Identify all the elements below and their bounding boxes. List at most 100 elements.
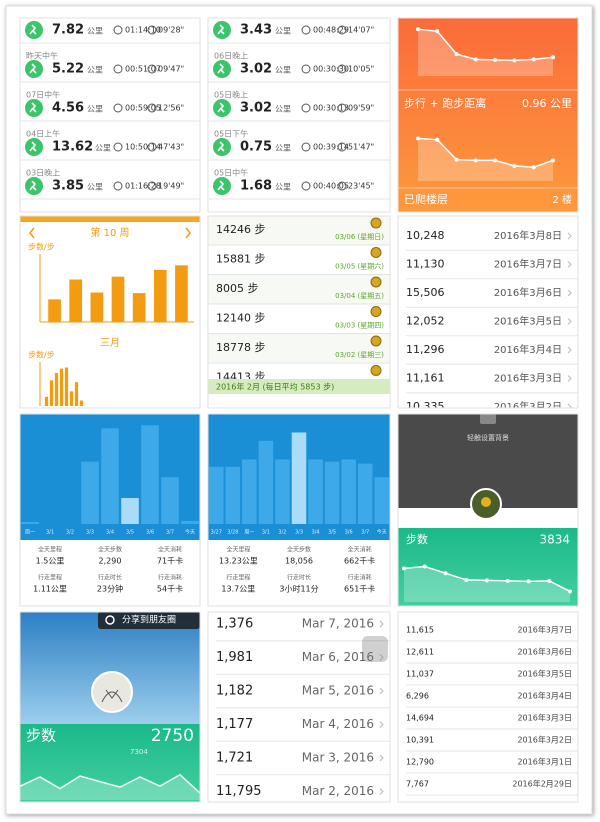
share-button: 分享到朋友圈 [122, 614, 176, 626]
row-time-label: 昨天中午 [26, 51, 58, 61]
date: 2016年3月7日 [517, 625, 572, 635]
steps: 1,721 [216, 751, 253, 766]
bar [141, 425, 159, 524]
row-time-label: 05日晚上 [214, 90, 248, 100]
card-title: 已爬楼层 [404, 192, 448, 206]
point [493, 57, 498, 62]
panel-border [207, 17, 391, 213]
step-label: 步数 [26, 727, 56, 745]
bar [90, 292, 104, 322]
stat-value: 54千卡 [157, 584, 183, 594]
steps: 10,248 [406, 229, 445, 242]
row-time-label: 03日晚上 [26, 168, 60, 178]
step-label: 步数 [406, 533, 428, 546]
date: 2016年3月8日 [494, 229, 562, 242]
hint: 轻触设置背景 [467, 433, 509, 442]
pace-icon [337, 142, 347, 152]
x-tick-label: 3/4 [312, 530, 320, 536]
steps: 11,161 [406, 372, 445, 385]
background [398, 216, 578, 408]
clock-icon [113, 142, 123, 152]
bar [121, 498, 139, 524]
date: 2016年3月2日 [517, 735, 572, 745]
card-value: 2 楼 [552, 193, 572, 206]
point [512, 58, 517, 63]
week-title: 第 10 周 [90, 226, 129, 239]
steps: 14,694 [406, 714, 434, 723]
steps: 1,981 [216, 650, 253, 665]
row-time-label: 07日中午 [26, 90, 60, 100]
pace: 09'59" [348, 104, 374, 113]
x-tick-label: 3/6 [345, 530, 353, 536]
steps: 12,052 [406, 315, 445, 328]
stat-value: 71千卡 [157, 556, 183, 566]
unit: 公里 [87, 66, 103, 75]
bar [101, 428, 119, 524]
point [531, 165, 536, 170]
bar [49, 380, 54, 406]
stat-label: 全天消耗 [158, 546, 182, 554]
month-summary: 2016年 2月 (每日平均 5853 步) [216, 382, 334, 392]
duration: 01:16:28 [125, 182, 161, 191]
panel-border [19, 413, 201, 607]
orange-bg [398, 18, 578, 212]
duration: 00:30:30 [313, 65, 349, 74]
bar [69, 391, 74, 406]
camera-icon [480, 414, 496, 424]
clock-icon [301, 64, 311, 74]
stat-label: 行走时长 [98, 574, 122, 582]
bar [54, 373, 59, 406]
month-band [208, 379, 390, 394]
pace-icon [147, 181, 157, 191]
stat-value: 2,290 [99, 557, 122, 566]
bar [308, 459, 323, 524]
point [454, 157, 459, 162]
point [435, 29, 440, 34]
point [402, 566, 406, 571]
line [417, 28, 554, 62]
row-bg [208, 304, 390, 334]
steps: 11,615 [406, 626, 434, 635]
stat-label: 全天步数 [98, 546, 122, 554]
panel-border [19, 215, 201, 409]
x-tick-label: 3/7 [166, 530, 174, 536]
next [185, 227, 191, 239]
stat-label: 行走时长 [287, 574, 311, 582]
row-bg [208, 245, 390, 275]
date: 2016年3月6日 [517, 647, 572, 657]
steps: 10,391 [406, 736, 434, 745]
chevron [379, 687, 384, 695]
date: 03/04 (星期五) [335, 292, 384, 300]
x-tick-label: 3/7 [361, 530, 369, 536]
line [417, 137, 554, 169]
background [20, 18, 200, 212]
pace: 14'07" [348, 26, 374, 35]
stat-value: 13.7公里 [221, 585, 255, 594]
duration: 00:39:14 [313, 143, 349, 152]
bar [111, 276, 125, 322]
point [435, 137, 440, 142]
x-tick-label: 3/5 [126, 530, 134, 536]
bar [324, 461, 340, 524]
unit: 公里 [87, 105, 103, 114]
date: 2016年3月1日 [517, 757, 572, 767]
x-tick-label: 3/6 [146, 530, 154, 536]
bar [181, 520, 199, 524]
bar [48, 299, 61, 322]
row-time-label: 05日中午 [214, 168, 248, 178]
chevron [379, 788, 384, 795]
bar [275, 459, 290, 524]
unit: 公里 [275, 27, 291, 36]
bar [79, 400, 84, 406]
date: 2016年3月3日 [517, 713, 572, 723]
screenshot: 10,248 2016年3月8日 11,130 2016年3月7日 15,506 2016… [398, 216, 578, 408]
pace-icon [337, 64, 347, 74]
bar [341, 459, 356, 524]
stat-label: 行走消耗 [348, 574, 372, 582]
bar [175, 265, 188, 322]
clock-icon [113, 25, 123, 35]
